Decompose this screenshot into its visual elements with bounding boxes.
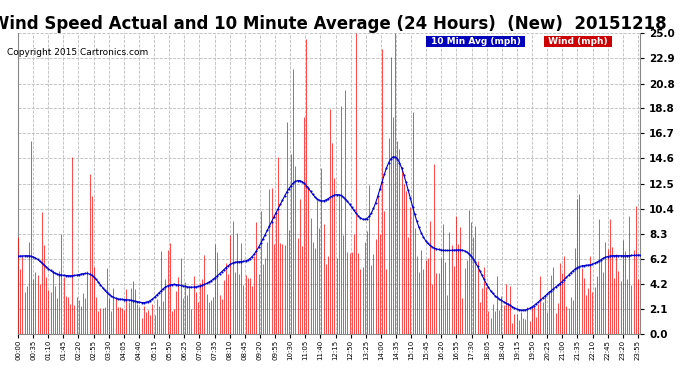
- Text: 10 Min Avg (mph): 10 Min Avg (mph): [428, 37, 524, 46]
- Title: Wind Speed Actual and 10 Minute Average (24 Hours)  (New)  20151218: Wind Speed Actual and 10 Minute Average …: [0, 15, 667, 33]
- Text: Copyright 2015 Cartronics.com: Copyright 2015 Cartronics.com: [7, 48, 148, 57]
- Text: Wind (mph): Wind (mph): [545, 37, 611, 46]
